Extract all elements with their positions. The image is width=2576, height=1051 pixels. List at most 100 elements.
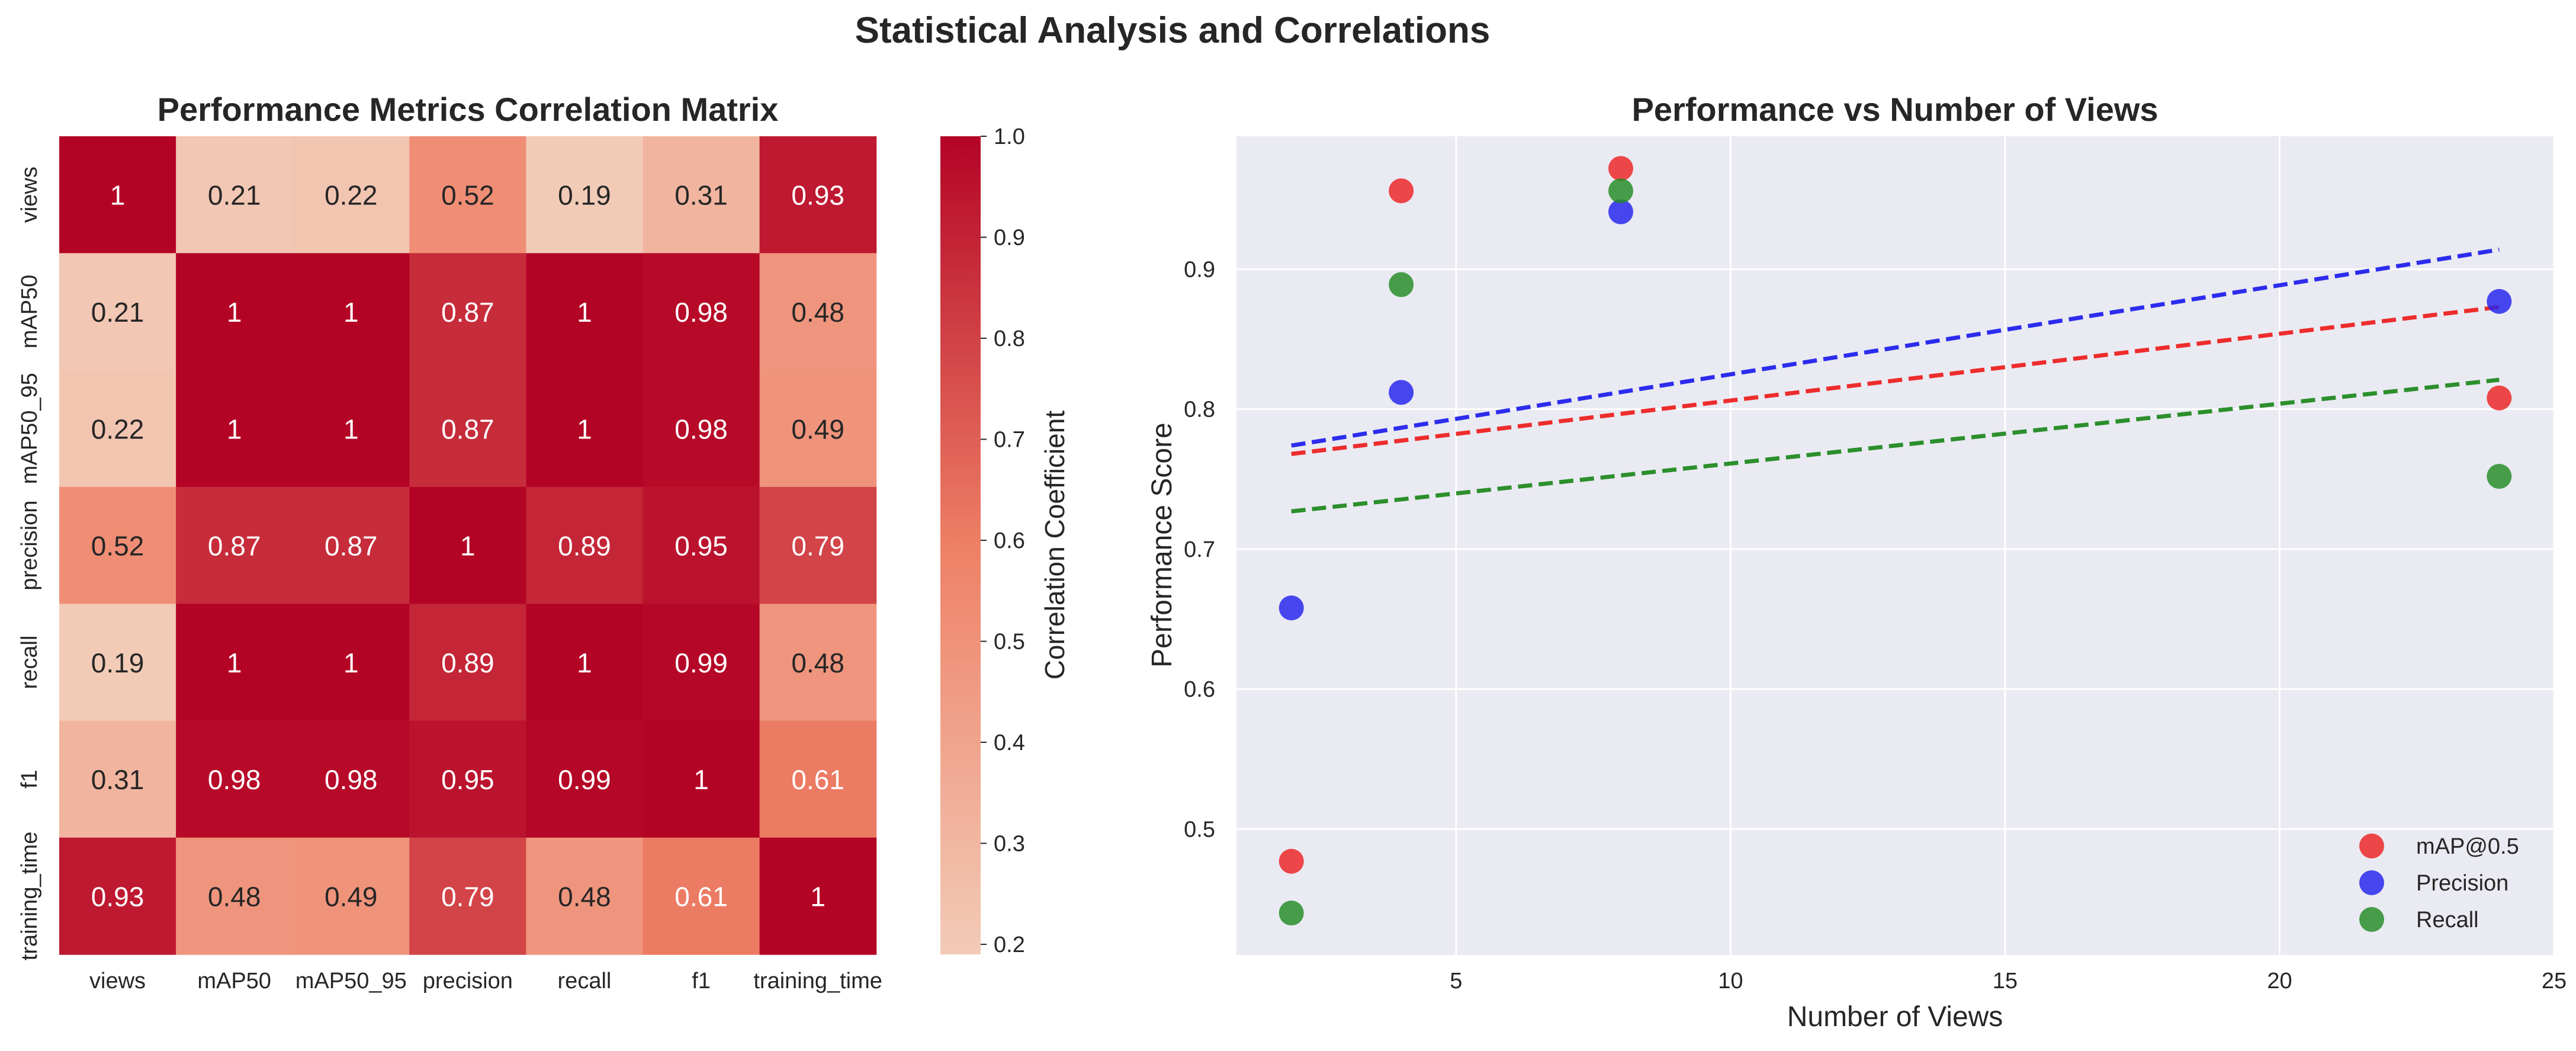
heatmap-cell bbox=[59, 253, 176, 371]
heatmap-column-label: f1 bbox=[692, 969, 711, 994]
heatmap-cell-value: 0.61 bbox=[791, 764, 844, 795]
trend-line bbox=[1291, 377, 2500, 514]
y-tick-label: 0.9 bbox=[1184, 257, 1215, 282]
heatmap-cell-value: 0.89 bbox=[558, 531, 611, 562]
heatmap-cell bbox=[293, 720, 410, 838]
heatmap-cell-value: 0.89 bbox=[441, 648, 494, 678]
heatmap-cell-value: 0.87 bbox=[208, 531, 261, 562]
heatmap-cell bbox=[643, 486, 760, 604]
colorbar-tick-label: 0.8 bbox=[994, 326, 1025, 351]
heatmap-cell bbox=[759, 837, 877, 955]
heatmap-cell-value: 1 bbox=[343, 297, 359, 328]
scatter-point bbox=[1389, 178, 1414, 204]
heatmap-cell bbox=[176, 253, 293, 371]
heatmap-cell bbox=[759, 486, 877, 604]
heatmap-cell bbox=[759, 370, 877, 488]
heatmap-cell-value: 0.22 bbox=[325, 180, 378, 211]
heatmap-cell bbox=[526, 486, 644, 604]
heatmap-cell-value: 0.48 bbox=[558, 881, 611, 912]
heatmap-cell bbox=[59, 720, 176, 838]
colorbar-tick-label: 0.2 bbox=[994, 933, 1025, 957]
heatmap-cell-value: 0.95 bbox=[674, 531, 728, 562]
heatmap-cell-value: 0.99 bbox=[674, 648, 728, 678]
heatmap-cell-value: 0.22 bbox=[91, 414, 144, 444]
heatmap-cell bbox=[59, 837, 176, 955]
heatmap-row-label: mAP50 bbox=[17, 275, 42, 349]
heatmap-column-label: mAP50 bbox=[197, 969, 271, 994]
heatmap-cell-value: 0.98 bbox=[325, 764, 378, 795]
legend-label: Recall bbox=[2416, 908, 2479, 933]
heatmap-row-label: f1 bbox=[17, 770, 42, 789]
heatmap-cell bbox=[643, 136, 760, 254]
heatmap-cell bbox=[409, 837, 526, 955]
scatter-point bbox=[1608, 156, 1633, 181]
scatter-point bbox=[2487, 289, 2512, 314]
heatmap-row-label: mAP50_95 bbox=[17, 373, 42, 484]
trend-line bbox=[1291, 305, 2500, 456]
heatmap-cell bbox=[176, 136, 293, 254]
scatter-panel: Performance vs Number of Views 5 10 15 20 25… bbox=[1146, 91, 2567, 1033]
heatmap-cell-value: 0.99 bbox=[558, 764, 611, 795]
heatmap-cell-value: 0.48 bbox=[208, 881, 261, 912]
colorbar-tick-label: 0.6 bbox=[994, 528, 1025, 553]
heatmap-cell bbox=[293, 604, 410, 722]
heatmap-column-label: recall bbox=[558, 969, 612, 994]
heatmap-cell-value: 1 bbox=[460, 531, 476, 562]
heatmap-cell bbox=[59, 604, 176, 722]
heatmap-column-label: views bbox=[89, 969, 146, 994]
scatter-point bbox=[1279, 901, 1304, 926]
scatter-title: Performance vs Number of Views bbox=[1631, 91, 2158, 128]
heatmap-cell-value: 1 bbox=[810, 881, 826, 912]
heatmap-column-labels: views mAP50 mAP50_95 precision recall f1 train… bbox=[89, 969, 882, 994]
heatmap-row-label: views bbox=[17, 166, 42, 223]
heatmap-cell-value: 0.98 bbox=[674, 414, 728, 444]
heatmap-cell-value: 0.49 bbox=[325, 881, 378, 912]
heatmap-cell bbox=[293, 486, 410, 604]
heatmap-cells: 1 0.21 0.22 0.52 0.19 0.31 0.93 0.21 1 1 0.87 1 0.98… bbox=[59, 136, 877, 955]
x-tick-label: 25 bbox=[2542, 969, 2567, 994]
scatter-tick-labels: 5 10 15 20 25 0.5 0.6 0.7 0.8 0.9 bbox=[1184, 257, 2567, 994]
heatmap-cell-value: 0.95 bbox=[441, 764, 494, 795]
legend-marker bbox=[2359, 870, 2384, 895]
heatmap-cell-value: 0.52 bbox=[91, 531, 144, 562]
scatter-point bbox=[1389, 380, 1414, 405]
heatmap-cell bbox=[643, 370, 760, 488]
heatmap-cell-value: 0.87 bbox=[325, 531, 378, 562]
heatmap-cell-value: 0.48 bbox=[791, 297, 844, 328]
colorbar-tick-label: 0.9 bbox=[994, 225, 1025, 250]
legend-label: mAP@0.5 bbox=[2416, 834, 2519, 859]
heatmap-cell-value: 0.93 bbox=[91, 881, 144, 912]
trend-line bbox=[1291, 247, 2500, 448]
heatmap-cell-value: 0.79 bbox=[441, 881, 494, 912]
heatmap-cell bbox=[293, 370, 410, 488]
heatmap-cell bbox=[409, 253, 526, 371]
heatmap-cell-value: 1 bbox=[693, 764, 709, 795]
scatter-point bbox=[1608, 178, 1633, 204]
heatmap-cell bbox=[643, 720, 760, 838]
heatmap-column-label: mAP50_95 bbox=[295, 969, 407, 994]
heatmap-cell bbox=[59, 486, 176, 604]
colorbar: 0.2 0.3 0.4 0.5 0.6 0.7 0.8 0.9 1.0 bbox=[940, 124, 1025, 957]
scatter-points bbox=[1279, 156, 2512, 926]
heatmap-cell-value: 0.98 bbox=[674, 297, 728, 328]
heatmap-cell-value: 1 bbox=[577, 648, 592, 678]
heatmap-cell-value: 0.49 bbox=[791, 414, 844, 444]
heatmap-cell-value: 1 bbox=[110, 180, 126, 211]
colorbar-tick-label: 0.4 bbox=[994, 730, 1025, 755]
heatmap-cell bbox=[176, 604, 293, 722]
colorbar-gradient bbox=[940, 136, 981, 954]
scatter-y-axis-label: Performance Score bbox=[1146, 422, 1178, 668]
heatmap-cell-value: 1 bbox=[227, 648, 242, 678]
heatmap-cell bbox=[176, 720, 293, 838]
scatter-point bbox=[1389, 272, 1414, 297]
y-tick-label: 0.5 bbox=[1184, 817, 1215, 842]
colorbar-tick-label: 0.3 bbox=[994, 831, 1025, 856]
heatmap-cell bbox=[409, 136, 526, 254]
scatter-gridlines bbox=[1236, 136, 2555, 955]
heatmap-cell bbox=[643, 604, 760, 722]
x-tick-label: 5 bbox=[1450, 969, 1462, 994]
heatmap-cell-value: 0.98 bbox=[208, 764, 261, 795]
heatmap-cell-value: 0.31 bbox=[674, 180, 728, 211]
